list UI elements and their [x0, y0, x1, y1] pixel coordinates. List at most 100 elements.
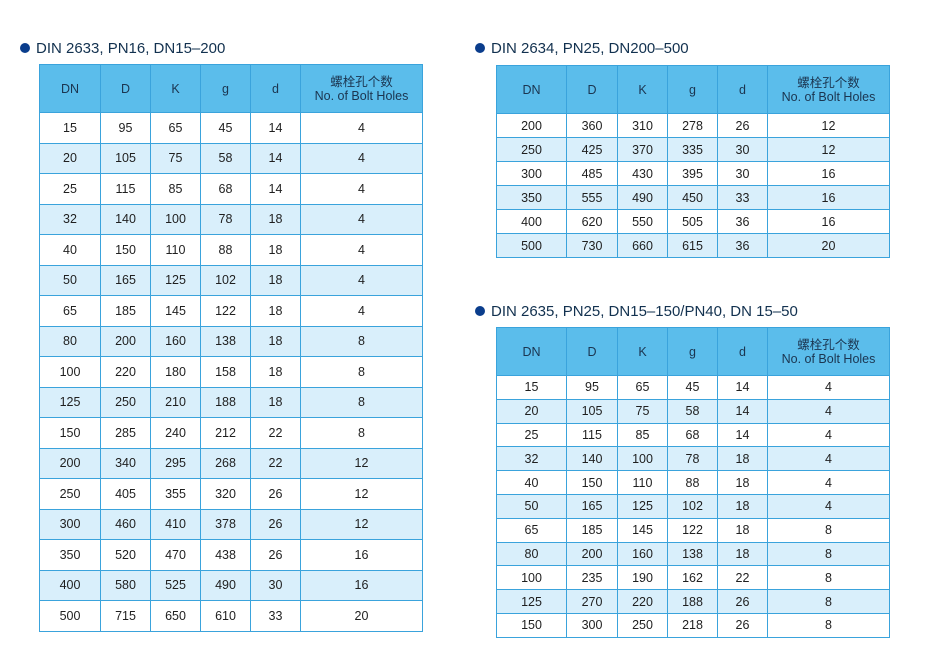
table-cell: 450 [667, 185, 718, 210]
table-cell: 300 [496, 161, 567, 186]
table-cell: 18 [250, 264, 301, 296]
table-cell: 14 [717, 398, 768, 424]
bolt-holes-label-en: No. of Bolt Holes [314, 88, 409, 103]
table-cell: 310 [617, 113, 668, 138]
table-row: 20 105 75 58 14 4 [496, 398, 890, 424]
column-header: K [617, 65, 668, 114]
table-cell: 14 [250, 112, 301, 144]
table-cell: 65 [150, 112, 201, 144]
table-cell: 100 [496, 565, 567, 591]
table-row: 500 715 650 610 33 20 [39, 600, 423, 632]
bullet-icon [475, 43, 485, 53]
table-cell: 400 [39, 569, 101, 601]
column-header: D [566, 327, 618, 376]
table-cell: 95 [566, 375, 618, 400]
table-cell: 505 [667, 209, 718, 234]
table-cell: 125 [39, 386, 101, 418]
table-cell: 8 [767, 517, 890, 543]
table-row: 50 165 125 102 18 4 [496, 493, 890, 519]
table-cell: 610 [200, 600, 251, 632]
table-row: 300 485 430 395 30 16 [496, 161, 890, 186]
table-title: DIN 2634, PN25, DN200–500 [491, 40, 689, 57]
table-cell: 12 [300, 478, 423, 510]
table-cell: 30 [717, 137, 768, 162]
column-header-bolt-holes: 螺栓孔个数 No. of Bolt Holes [767, 327, 890, 376]
table-cell: 88 [200, 234, 251, 266]
table-cell: 165 [100, 264, 151, 296]
table-row: 200 340 295 268 22 12 [39, 447, 423, 479]
table-row: 15 95 65 45 14 4 [496, 375, 890, 400]
table-cell: 25 [39, 173, 101, 205]
table-cell: 65 [496, 517, 567, 543]
table-cell: 78 [200, 203, 251, 235]
table-title: DIN 2635, PN25, DN15–150/PN40, DN 15–50 [491, 303, 798, 320]
table-row: 400 580 525 490 30 16 [39, 569, 423, 601]
column-header: d [717, 65, 768, 114]
table-cell: 4 [767, 398, 890, 424]
table-cell: 158 [200, 356, 251, 388]
table-cell: 8 [300, 386, 423, 418]
table-cell: 355 [150, 478, 201, 510]
table-cell: 4 [300, 264, 423, 296]
column-header: d [250, 64, 301, 113]
table-cell: 185 [100, 295, 151, 327]
table-cell: 190 [617, 565, 668, 591]
table-row: 150 285 240 212 22 8 [39, 417, 423, 449]
table-row: 80 200 160 138 18 8 [39, 325, 423, 357]
table-cell: 4 [300, 142, 423, 174]
table-cell: 4 [767, 470, 890, 495]
table-cell: 32 [496, 446, 567, 472]
table-cell: 395 [667, 161, 718, 186]
table-cell: 26 [717, 589, 768, 614]
table-cell: 250 [617, 612, 668, 638]
table-cell: 160 [617, 541, 668, 567]
column-header: K [617, 327, 668, 376]
column-header: g [667, 65, 718, 114]
table-cell: 430 [617, 161, 668, 186]
table-cell: 65 [617, 375, 668, 400]
table-row: 125 270 220 188 26 8 [496, 589, 890, 614]
table-cell: 32 [39, 203, 101, 235]
table-row: 20 105 75 58 14 4 [39, 142, 423, 174]
table-cell: 150 [496, 612, 567, 638]
table-cell: 102 [667, 493, 718, 519]
table-cell: 490 [617, 185, 668, 210]
table-cell: 14 [250, 173, 301, 205]
column-header: g [667, 327, 718, 376]
table-cell: 350 [39, 539, 101, 571]
table-cell: 16 [300, 569, 423, 601]
table-cell: 250 [100, 386, 151, 418]
table-cell: 26 [250, 539, 301, 571]
table-cell: 188 [200, 386, 251, 418]
table-cell: 160 [150, 325, 201, 357]
table-cell: 715 [100, 600, 151, 632]
table-cell: 80 [39, 325, 101, 357]
table-cell: 12 [300, 508, 423, 540]
table-cell: 12 [767, 137, 890, 162]
table-cell: 25 [496, 422, 567, 448]
table-cell: 425 [566, 137, 618, 162]
column-header: DN [496, 65, 567, 114]
table-cell: 8 [300, 325, 423, 357]
table-cell: 26 [717, 612, 768, 638]
table-cell: 36 [717, 209, 768, 234]
table-cell: 550 [617, 209, 668, 234]
table-cell: 4 [300, 234, 423, 266]
table-cell: 125 [150, 264, 201, 296]
table-cell: 150 [100, 234, 151, 266]
table-cell: 218 [667, 612, 718, 638]
table-cell: 150 [566, 470, 618, 495]
table-cell: 33 [250, 600, 301, 632]
table-cell: 285 [100, 417, 151, 449]
table-cell: 730 [566, 233, 618, 258]
table-row: 250 405 355 320 26 12 [39, 478, 423, 510]
table-cell: 58 [667, 398, 718, 424]
table-cell: 360 [566, 113, 618, 138]
table-cell: 20 [300, 600, 423, 632]
table-cell: 405 [100, 478, 151, 510]
table-cell: 268 [200, 447, 251, 479]
table-cell: 20 [767, 233, 890, 258]
table-cell: 520 [100, 539, 151, 571]
section-title: DIN 2634, PN25, DN200–500 [475, 40, 689, 58]
